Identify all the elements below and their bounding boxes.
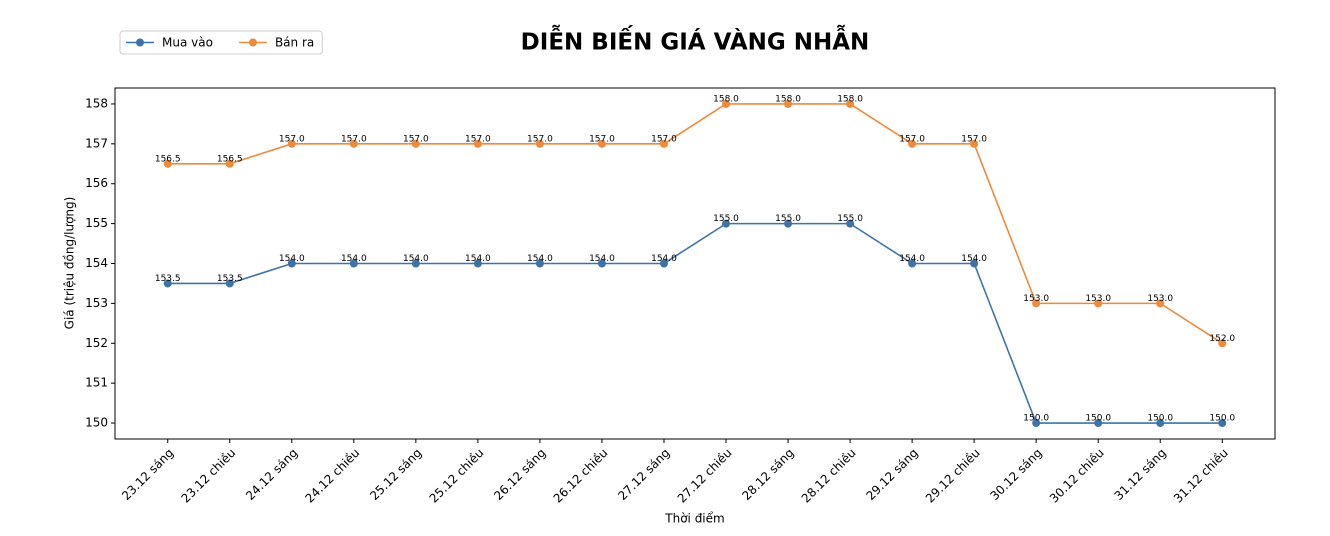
y-tick-label: 158 (85, 96, 108, 110)
point (163, 279, 172, 288)
value-label: 152.0 (1209, 334, 1235, 344)
point (225, 279, 234, 288)
point (722, 99, 731, 108)
value-label: 153.5 (217, 274, 243, 284)
value-label: 150.0 (1085, 414, 1111, 424)
point (535, 259, 544, 268)
value-label: 155.0 (837, 214, 863, 224)
point (225, 159, 234, 168)
value-label: 154.0 (961, 254, 987, 264)
value-label: 158.0 (775, 94, 801, 104)
series-line (167, 222, 1223, 424)
point (846, 99, 855, 108)
point (473, 139, 482, 148)
x-axis-label: Thời điểm (664, 512, 724, 526)
y-tick-label: 156 (85, 176, 108, 190)
value-label: 154.0 (465, 254, 491, 264)
value-label: 157.0 (961, 134, 987, 144)
value-label: 157.0 (589, 134, 615, 144)
point (1094, 419, 1103, 428)
point (1218, 419, 1227, 428)
value-label: 157.0 (465, 134, 491, 144)
point (597, 259, 606, 268)
value-label: 154.0 (651, 254, 677, 264)
point (349, 259, 358, 268)
value-label: 155.0 (713, 214, 739, 224)
value-label: 156.5 (217, 154, 243, 164)
value-label: 157.0 (403, 134, 429, 144)
point (1156, 299, 1165, 308)
value-label: 156.5 (155, 154, 181, 164)
value-label: 154.0 (341, 254, 367, 264)
value-label: 150.0 (1023, 414, 1049, 424)
legend-label: Bán ra (275, 36, 314, 50)
point (1156, 419, 1165, 428)
value-label: 157.0 (651, 134, 677, 144)
point (908, 139, 917, 148)
point (784, 219, 793, 228)
series-line (167, 103, 1223, 344)
point (535, 139, 544, 148)
point (163, 159, 172, 168)
value-label: 153.0 (1147, 294, 1173, 304)
y-tick-label: 154 (85, 256, 108, 270)
value-label: 154.0 (403, 254, 429, 264)
y-tick-label: 155 (85, 216, 108, 230)
value-label: 153.5 (155, 274, 181, 284)
value-label: 157.0 (899, 134, 925, 144)
legend-box (119, 30, 323, 55)
point (784, 99, 793, 108)
point (722, 219, 731, 228)
point (659, 259, 668, 268)
point (1032, 419, 1041, 428)
point (908, 259, 917, 268)
value-label: 157.0 (527, 134, 553, 144)
point (473, 259, 482, 268)
point (1094, 299, 1103, 308)
value-label: 150.0 (1209, 414, 1235, 424)
value-label: 153.0 (1023, 294, 1049, 304)
value-label: 157.0 (341, 134, 367, 144)
value-label: 150.0 (1147, 414, 1173, 424)
point (411, 259, 420, 268)
value-label: 154.0 (279, 254, 305, 264)
legend-marker (136, 38, 144, 47)
point (1218, 339, 1227, 348)
point (1032, 299, 1041, 308)
point (970, 139, 979, 148)
y-tick-label: 152 (85, 336, 108, 350)
value-label: 153.0 (1085, 294, 1111, 304)
point (411, 139, 420, 148)
y-tick-label: 151 (85, 376, 108, 390)
legend: Mua vào Bán ra (119, 30, 323, 55)
point (597, 139, 606, 148)
y-axis-label: Giá (triệu đồng/lượng) (63, 197, 77, 330)
value-label: 158.0 (713, 94, 739, 104)
value-label: 154.0 (589, 254, 615, 264)
y-tick-label: 157 (85, 136, 108, 150)
y-tick-label: 153 (85, 296, 108, 310)
point (287, 139, 296, 148)
legend-label: Mua vào (162, 36, 213, 50)
chart-title: DIỄN BIẾN GIÁ VÀNG NHẪN (521, 25, 870, 56)
point (659, 139, 668, 148)
value-label: 158.0 (837, 94, 863, 104)
value-label: 157.0 (279, 134, 305, 144)
point (970, 259, 979, 268)
point (287, 259, 296, 268)
legend-marker (248, 38, 257, 47)
y-tick-label: 150 (85, 416, 108, 430)
value-label: 154.0 (527, 254, 553, 264)
point (846, 219, 855, 228)
point (349, 139, 358, 148)
value-label: 154.0 (899, 254, 925, 264)
value-label: 155.0 (775, 214, 801, 224)
